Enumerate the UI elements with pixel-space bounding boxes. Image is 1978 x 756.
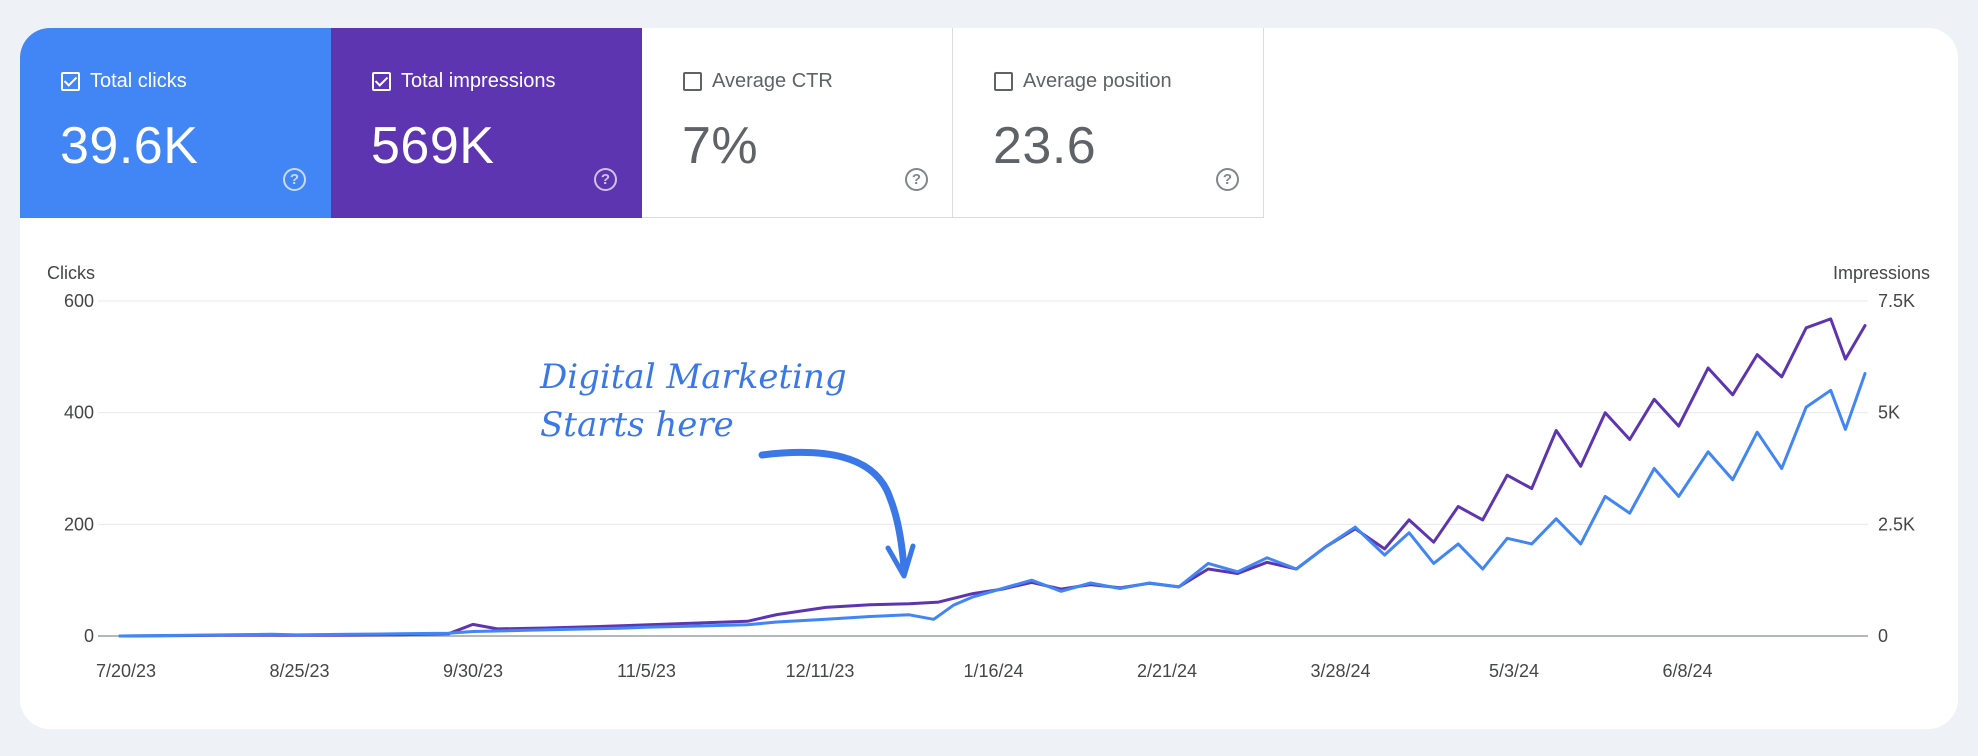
- x-tick-label: 3/28/24: [1310, 661, 1370, 681]
- checkbox-checked-icon[interactable]: [372, 72, 391, 91]
- y-left-tick-label: 400: [64, 403, 94, 423]
- help-icon[interactable]: ?: [905, 168, 928, 191]
- checkbox-checked-icon[interactable]: [61, 72, 80, 91]
- x-tick-label: 5/3/24: [1489, 661, 1539, 681]
- metric-label: Average CTR: [712, 70, 833, 92]
- y-left-tick-label: 200: [64, 514, 94, 534]
- x-tick-label: 9/30/23: [443, 661, 503, 681]
- help-icon[interactable]: ?: [1216, 168, 1239, 191]
- metric-label: Total clicks: [90, 70, 187, 92]
- series-lines: [118, 317, 1867, 638]
- metric-header: Average position: [994, 70, 1172, 93]
- x-tick-label: 8/25/23: [269, 661, 329, 681]
- metric-tiles: Total clicks 39.6K ? Total impressions 5…: [20, 28, 1264, 218]
- y-left-tick-label: 0: [84, 626, 94, 646]
- metric-value: 39.6K: [60, 117, 199, 175]
- checkbox-unchecked-icon[interactable]: [683, 72, 702, 91]
- series-line-total-clicks: [118, 372, 1867, 638]
- metric-label: Total impressions: [401, 70, 556, 92]
- x-tick-label: 7/20/23: [96, 661, 156, 681]
- x-ticks: 7/20/23 8/25/23 9/30/23 11/5/23 12/11/23 1/16…: [96, 661, 1713, 681]
- x-tick-label: 2/21/24: [1137, 661, 1197, 681]
- gridlines: [98, 300, 1868, 637]
- y-right-tick-label: 0: [1878, 626, 1888, 646]
- metric-header: Average CTR: [683, 70, 833, 93]
- help-icon[interactable]: ?: [594, 168, 617, 191]
- performance-card: Total clicks 39.6K ? Total impressions 5…: [20, 28, 1958, 729]
- x-tick-label: 1/16/24: [963, 661, 1023, 681]
- annotation-arrowhead-icon: [885, 543, 916, 579]
- y-right-ticks: 0 2.5K 5K 7.5K: [1878, 291, 1915, 646]
- annotation-arrow-icon: [758, 448, 908, 572]
- metric-value: 23.6: [993, 117, 1097, 175]
- help-icon[interactable]: ?: [283, 168, 306, 191]
- annotation: Digital Marketing Starts here: [539, 357, 916, 579]
- y-right-tick-label: 5K: [1878, 403, 1900, 423]
- metric-header: Total clicks: [61, 70, 187, 93]
- metric-tile-average-position[interactable]: Average position 23.6 ?: [953, 28, 1264, 218]
- y-right-tick-label: 2.5K: [1878, 514, 1915, 534]
- series-line-total-impressions: [118, 317, 1867, 638]
- y-right-axis-title: Impressions: [1833, 263, 1930, 283]
- annotation-line-1: Digital Marketing: [539, 357, 847, 397]
- y-right-tick-label: 7.5K: [1878, 291, 1915, 311]
- x-tick-label: 12/11/23: [786, 661, 855, 681]
- x-tick-label: 11/5/23: [617, 661, 676, 681]
- y-left-tick-label: 600: [64, 291, 94, 311]
- y-left-axis-title: Clicks: [47, 263, 95, 283]
- y-left-ticks: 0 200 400 600: [64, 291, 94, 646]
- x-tick-label: 6/8/24: [1662, 661, 1712, 681]
- metric-tile-total-impressions[interactable]: Total impressions 569K ?: [331, 28, 642, 218]
- metric-value: 7%: [682, 117, 759, 175]
- metric-header: Total impressions: [372, 70, 556, 93]
- performance-chart: Clicks Impressions 0 200 400 600 0 2.5K 5K 7.5…: [47, 263, 1930, 681]
- metric-tile-total-clicks[interactable]: Total clicks 39.6K ?: [20, 28, 331, 218]
- metric-value: 569K: [371, 117, 495, 175]
- checkbox-unchecked-icon[interactable]: [994, 72, 1013, 91]
- metric-label: Average position: [1023, 70, 1172, 92]
- metric-tile-average-ctr[interactable]: Average CTR 7% ?: [642, 28, 953, 218]
- annotation-line-2: Starts here: [540, 405, 734, 445]
